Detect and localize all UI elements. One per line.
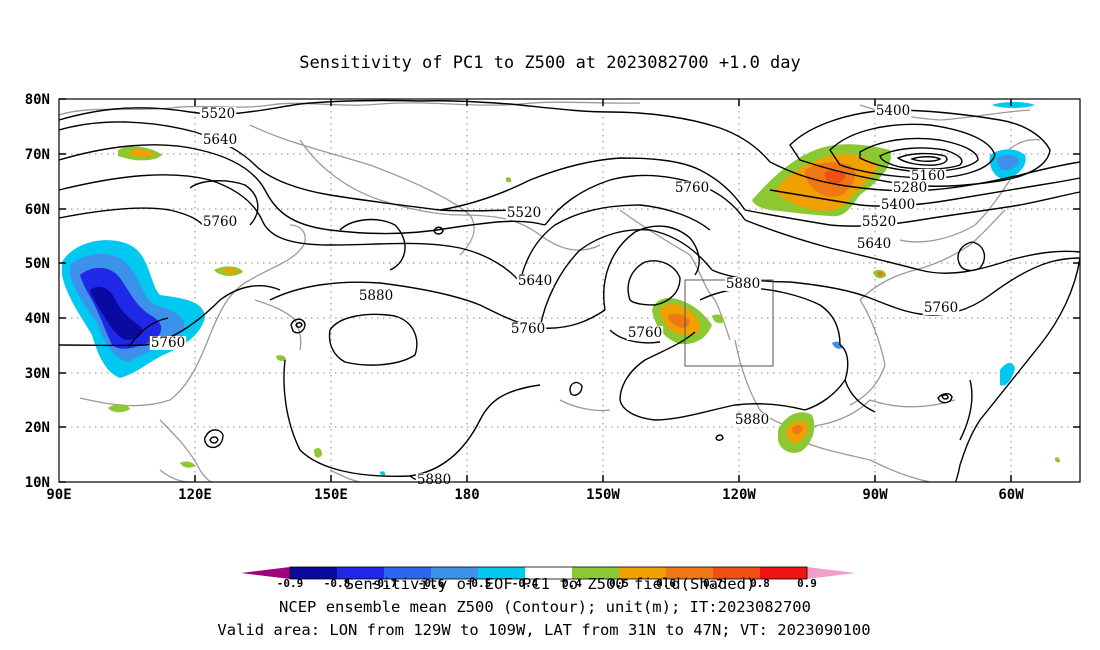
colorbar-left-triangle <box>241 567 290 579</box>
colorbar-label-8: 0.5 <box>609 577 629 590</box>
colorbar-label-11: 0.8 <box>750 577 770 590</box>
colorbar-label-6: -0.4 <box>512 577 539 590</box>
lon-label-180: 180 <box>454 487 479 503</box>
contour-label-5520-pacific: 5520 <box>507 205 541 221</box>
lon-label-60w: 60W <box>998 487 1024 503</box>
colorbar-label-5: -0.5 <box>465 577 492 590</box>
contour-label-5400-arctic: 5400 <box>876 103 910 119</box>
contour-label-5880-pacific: 5880 <box>359 288 393 304</box>
colorbar-label-2: -0.8 <box>324 577 351 590</box>
contour-label-5640-northwest: 5640 <box>203 132 237 148</box>
lat-label-80n: 80N <box>25 92 50 108</box>
lon-label-150e: 150E <box>314 487 348 503</box>
colorbar-segment-6 <box>525 567 572 579</box>
colorbar-segment-1 <box>290 567 337 579</box>
latitude-labels: 80N 70N 60N 50N 40N 30N 20N 10N <box>25 92 50 491</box>
contour-label-5520-northwest: 5520 <box>201 106 235 122</box>
contour-label-5760-atlantic: 5760 <box>924 300 958 316</box>
colorbar-label-9: 0.6 <box>656 577 676 590</box>
contour-label-5760-cutoff-low: 5760 <box>628 325 662 341</box>
caption-valid-area: Valid area: LON from 129W to 109W, LAT f… <box>217 621 870 639</box>
colorbar: -0.9 -0.8 -0.7 -0.6 -0.5 -0.4 0.4 0.5 0.… <box>241 566 856 590</box>
contour-label-5280: 5280 <box>893 180 927 196</box>
coastlines <box>58 101 1041 483</box>
lat-label-20n: 20N <box>25 420 50 436</box>
colorbar-segment-2 <box>337 567 384 579</box>
contour-label-5640-pacific: 5640 <box>518 273 552 289</box>
colorbar-label-4: -0.6 <box>418 577 445 590</box>
contour-label-5520-canada: 5520 <box>862 214 896 230</box>
lat-label-10n: 10N <box>25 475 50 491</box>
caption-shading: Sensitivity of EOF PC1 to Z500 field(Sha… <box>345 575 756 593</box>
lat-label-70n: 70N <box>25 147 50 163</box>
colorbar-label-10: 0.7 <box>703 577 723 590</box>
colorbar-segment-8 <box>619 567 666 579</box>
colorbar-segment-5 <box>478 567 525 579</box>
colorbar-segment-7 <box>572 567 619 579</box>
lon-label-90e: 90E <box>46 487 71 503</box>
contour-label-5760-alaska: 5760 <box>675 180 709 196</box>
colorbar-right-triangle <box>807 567 856 579</box>
lat-label-30n: 30N <box>25 366 50 382</box>
contour-label-5880-tropics: 5880 <box>417 472 451 488</box>
contour-label-5400-canada: 5400 <box>881 197 915 213</box>
tick-marks <box>59 98 1080 483</box>
contour-label-5160: 5160 <box>911 168 945 184</box>
caption-contour: NCEP ensemble mean Z500 (Contour); unit(… <box>279 598 811 616</box>
z500-contours <box>58 99 1081 483</box>
contour-label-5880-mexico: 5880 <box>735 412 769 428</box>
contour-label-layer: 5520 5640 5760 5760 5880 5640 5520 5760 … <box>149 103 960 488</box>
colorbar-segment-4 <box>431 567 478 579</box>
colorbar-label-3: -0.7 <box>371 577 398 590</box>
contour-label-5760-siberia: 5760 <box>203 214 237 230</box>
colorbar-segment-11 <box>760 567 807 579</box>
map-title: Sensitivity of PC1 to Z500 at 2023082700… <box>299 53 801 73</box>
colorbar-segment-10 <box>713 567 760 579</box>
contour-label-5640-canada: 5640 <box>857 236 891 252</box>
lon-label-150w: 150W <box>586 487 620 503</box>
lat-label-60n: 60N <box>25 202 50 218</box>
contour-label-5760-pacific: 5760 <box>511 321 545 337</box>
contour-label-5760-east-asia: 5760 <box>151 335 185 351</box>
longitude-labels: 90E 120E 150E 180 150W 120W 90W 60W <box>46 487 1024 503</box>
colorbar-label-12: 0.9 <box>797 577 817 590</box>
lon-label-120w: 120W <box>722 487 756 503</box>
colorbar-label-7: 0.4 <box>562 577 582 590</box>
contour-label-5880-us-west: 5880 <box>726 276 760 292</box>
lat-label-40n: 40N <box>25 311 50 327</box>
lon-label-120e: 120E <box>178 487 212 503</box>
colorbar-segment-3 <box>384 567 431 579</box>
lat-label-50n: 50N <box>25 256 50 272</box>
map-frame <box>58 98 1081 483</box>
lon-label-90w: 90W <box>862 487 888 503</box>
colorbar-segment-9 <box>666 567 713 579</box>
colorbar-label-1: -0.9 <box>277 577 304 590</box>
